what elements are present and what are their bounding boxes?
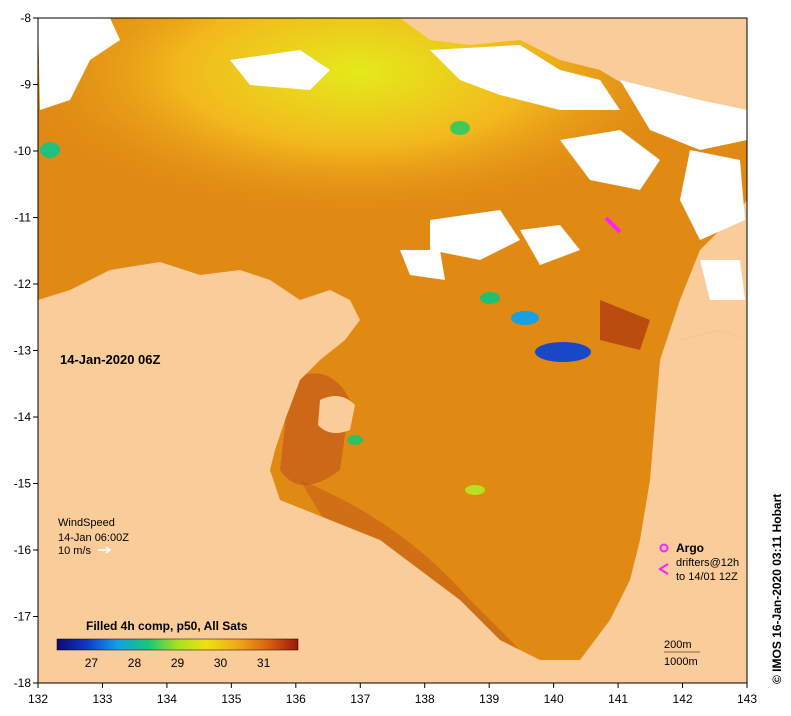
lat-tick-label: -13 [14, 344, 32, 358]
lon-tick-label: 133 [92, 692, 112, 706]
drifter-to-label: to 14/01 12Z [676, 571, 738, 583]
cool-spot [347, 435, 363, 445]
lat-tick-label: -18 [14, 676, 32, 690]
cool-spot [450, 121, 470, 135]
depth-200-label: 200m [664, 639, 692, 651]
argo-icon [659, 543, 669, 553]
lon-tick-label: 140 [544, 692, 564, 706]
colorbar-tick-label: 31 [257, 656, 271, 670]
lon-tick-label: 138 [415, 692, 435, 706]
land-groote [318, 396, 355, 434]
wind-scale: 10 m/s [58, 545, 92, 557]
hot-region [600, 300, 650, 350]
lon-tick-label: 142 [673, 692, 693, 706]
lon-tick-label: 137 [350, 692, 370, 706]
cold-spot [511, 311, 539, 325]
lat-tick-label: -8 [20, 11, 31, 25]
lat-tick-label: -9 [20, 78, 31, 92]
wind-arrow-icon [98, 546, 112, 554]
wind-time: 14-Jan 06:00Z [58, 532, 129, 544]
lat-tick-label: -17 [14, 610, 32, 624]
cloud-mask [38, 18, 747, 300]
lon-tick-label: 135 [221, 692, 241, 706]
land-cape-york [660, 200, 747, 360]
lon-tick-label: 136 [286, 692, 306, 706]
lat-tick-label: -11 [15, 211, 32, 225]
colorbar-ticks: 27 28 29 30 31 [85, 656, 271, 670]
argo-track [604, 216, 622, 234]
argo-label: Argo [676, 541, 704, 555]
lon-tick-label: 132 [28, 692, 48, 706]
lat-tick-label: -12 [14, 277, 32, 291]
colorbar-title: Filled 4h comp, p50, All Sats [86, 619, 248, 633]
date-label: 14-Jan-2020 06Z [60, 352, 161, 367]
land-arnhem [38, 262, 747, 683]
drifter-label: drifters@12h [676, 557, 739, 569]
colorbar-tick-label: 27 [85, 656, 99, 670]
drifter-icon [658, 563, 669, 575]
depth-1000-label: 1000m [664, 656, 698, 668]
lat-axis: -8 -9 -10 -11 -12 -13 -14 -15 -16 -17 -18 [14, 11, 38, 690]
cool-spot [40, 142, 60, 158]
wind-title: WindSpeed [58, 517, 115, 529]
colorbar-tick-label: 29 [171, 656, 185, 670]
lat-tick-label: -15 [14, 477, 32, 491]
colorbar-tick-label: 28 [128, 656, 142, 670]
lat-tick-label: -10 [14, 144, 32, 158]
lon-tick-label: 141 [608, 692, 628, 706]
colorbar [56, 638, 299, 651]
cool-spot [480, 292, 500, 304]
cold-spot [535, 342, 591, 362]
cool-spot [465, 485, 485, 495]
lat-tick-label: -16 [14, 543, 32, 557]
lon-axis: 132 133 134 135 136 137 138 139 140 141 142 143 [28, 683, 757, 706]
colorbar-tick-label: 30 [214, 656, 228, 670]
lon-tick-label: 134 [157, 692, 177, 706]
lat-tick-label: -14 [14, 410, 32, 424]
lon-tick-label: 139 [479, 692, 499, 706]
credit-label: © IMOS 16-Jan-2020 03:11 Hobart [770, 494, 784, 684]
lon-tick-label: 143 [737, 692, 757, 706]
